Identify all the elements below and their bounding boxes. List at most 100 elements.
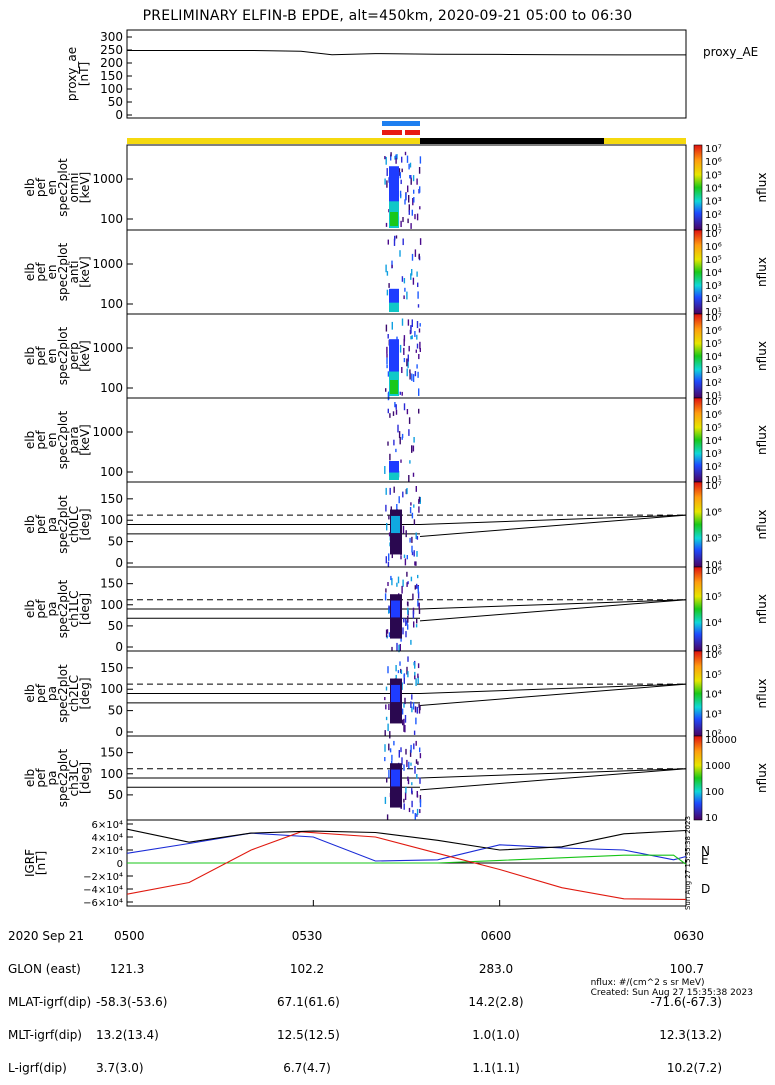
pa-colorbar-label-group: nflux [755, 594, 769, 624]
spectrogram-pixel [414, 214, 416, 220]
spectrogram-pixel [412, 593, 414, 600]
pa-colorbar-label: nflux [755, 594, 769, 624]
spectrogram-pixel [400, 669, 403, 674]
pa-colorbar-tick-label: 10⁴ [705, 560, 722, 571]
spectrogram-pixel [419, 497, 421, 504]
pa-tick-label: 50 [108, 704, 123, 718]
pa-lc-ramp [419, 514, 687, 537]
spectrogram-pixel [398, 644, 400, 653]
spectrogram-pixel [414, 765, 416, 774]
spectrogram-pixel [408, 475, 410, 483]
spectrogram-pixel [418, 408, 420, 414]
spectrogram-pixel [416, 551, 418, 557]
spectrogram-pixel [403, 347, 405, 355]
spectrogram-pixel [412, 445, 415, 452]
pa-ylabel-line: pa [45, 686, 59, 701]
spectrogram-pixel [414, 706, 417, 713]
spectrogram-pixel [404, 792, 407, 800]
spec-colorbar-label-group: nflux [755, 425, 769, 455]
spectrogram-pixel [385, 629, 388, 638]
spec-frame [126, 397, 687, 483]
pa-core [390, 763, 402, 808]
spectrogram-pixel [412, 277, 415, 285]
igrf-ylabel: IGRF[nT] [23, 849, 48, 877]
pa-colorbar [693, 481, 703, 568]
spectrogram-pixel [407, 656, 409, 662]
spectrogram-pixel [407, 607, 409, 615]
spectrogram-pixel [403, 278, 406, 284]
spectrogram-pixel [412, 198, 414, 206]
elfin-summary-plot: 300250200150100500proxy_AEproxy_ae[nT]10… [23, 29, 769, 910]
spectrogram-pixel [418, 496, 421, 502]
pa-tick-label: 100 [100, 513, 123, 527]
spec-colorbar-tick-label: 10¹ [705, 475, 722, 486]
footer-cell: 102.2 [289, 962, 325, 976]
spectrogram-pixel [384, 730, 386, 736]
spectrogram-pixel [393, 740, 395, 746]
footer-cell: 0500 [114, 929, 145, 943]
spec-colorbar-tick-label: 10² [705, 294, 722, 305]
spectrogram-pixel [405, 618, 407, 626]
pa-ylabel-line: ch3LC [67, 760, 81, 797]
spectrogram-pixel [411, 253, 414, 261]
spectrogram-pixel [408, 204, 410, 212]
spec-colorbar-label: nflux [755, 341, 769, 371]
pa-ylabel-line: pa [45, 517, 59, 532]
spectrogram-band [389, 461, 399, 480]
spectrogram-pixel [386, 271, 389, 276]
spectrogram-pixel [387, 441, 389, 446]
spectrogram-pixel [392, 411, 395, 416]
spectrogram-pixel [402, 491, 404, 498]
spec-colorbar-tick-label: 10⁵ [705, 255, 722, 266]
spectrogram-pixel [388, 515, 390, 520]
pa-colorbar-tick-label: 10000 [705, 735, 737, 746]
spectrogram-pixel [395, 404, 397, 410]
spectrogram-pixel [406, 409, 409, 415]
spectrogram-pixel [418, 167, 421, 174]
spectrogram-pixel [411, 209, 413, 216]
spectrogram-pixel [412, 472, 415, 477]
ae-tick-label: 50 [108, 95, 123, 109]
spectrogram-pixel [387, 561, 390, 567]
pa-colorbar-label-group: nflux [755, 510, 769, 540]
spectrogram-pixel [416, 536, 419, 540]
spectrogram-pixel [401, 585, 403, 594]
pa-colorbar-tick-label: 10 [705, 813, 718, 824]
spectrogram-pixel [390, 152, 392, 157]
spectrogram-pixel [410, 576, 413, 582]
spectrogram-pixel [411, 545, 413, 553]
pa-colorbar [693, 650, 703, 737]
spectrogram-pixel [393, 238, 396, 246]
spectrogram-pixel [402, 238, 404, 246]
spectrogram-pixel [391, 761, 393, 765]
spectrogram-pixel [385, 716, 388, 721]
spectrogram-pixel [411, 536, 413, 543]
pa-ylabel-line: pef [34, 599, 48, 619]
footer-row-label: MLT-igrf(dip) [8, 1028, 82, 1042]
spectrogram-pixel [408, 807, 411, 813]
spec-colorbar-tick-label: 10¹ [705, 391, 722, 402]
spectrogram-pixel [407, 776, 409, 782]
spectrogram-pixel [404, 199, 406, 205]
spectrogram-pixel [399, 250, 401, 257]
spectrogram-pixel [391, 554, 393, 559]
pa-colorbar-tick-label: 10⁴ [705, 690, 722, 701]
spectrogram-pixel [385, 504, 387, 512]
spec-colorbar-label: nflux [755, 425, 769, 455]
spectrogram-pixel [416, 213, 419, 221]
pa-ylabel-line: spec2plot [56, 495, 70, 554]
spectrogram-pixel [419, 809, 421, 814]
spectrogram-pixel [400, 179, 402, 185]
spec-tick-label: 100 [100, 297, 123, 311]
pa-ylabel-line: elb [23, 684, 37, 702]
spectrogram-pixel [410, 762, 412, 766]
spectrogram-pixel [390, 575, 392, 581]
footer-cell: 67.1(61.6) [277, 995, 340, 1009]
ae-tick-label: 300 [100, 30, 123, 44]
footer-row-label: L-igrf(dip) [8, 1061, 67, 1075]
spectrogram-pixel [415, 740, 417, 746]
spectrogram-pixel [409, 537, 411, 543]
spectrogram-pixel [412, 702, 415, 710]
spectrogram-pixel [406, 488, 408, 495]
spectrogram-pixel [410, 502, 412, 506]
